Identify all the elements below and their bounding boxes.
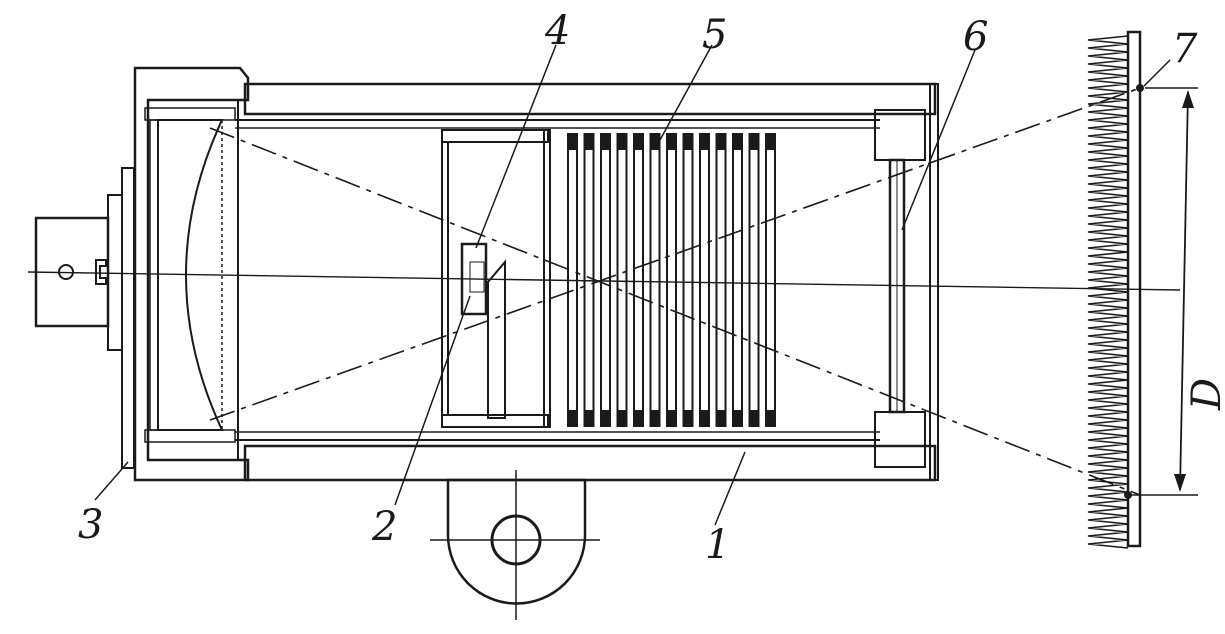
part-labels: 1 2 3 4 5 6 7 bbox=[78, 8, 1198, 568]
plate bbox=[732, 133, 743, 427]
label-5: 5 bbox=[702, 12, 727, 58]
label-7: 7 bbox=[1172, 26, 1198, 72]
plate-clip bbox=[583, 410, 595, 426]
end-cap-flange bbox=[107, 66, 250, 482]
plate bbox=[715, 133, 727, 427]
plate-clip bbox=[567, 134, 578, 150]
plate-clip bbox=[765, 134, 776, 150]
condenser-lens bbox=[144, 107, 236, 443]
label-6: 6 bbox=[963, 14, 988, 60]
plate-clip bbox=[666, 410, 677, 426]
plate-clip bbox=[616, 134, 628, 150]
leader-lines bbox=[94, 44, 1171, 526]
label-3: 3 bbox=[78, 502, 103, 548]
plate-clip bbox=[748, 134, 760, 150]
plate bbox=[765, 133, 776, 427]
plate-stack bbox=[567, 133, 776, 427]
plate bbox=[748, 133, 760, 427]
plate-clip bbox=[699, 410, 710, 426]
plate bbox=[583, 133, 595, 427]
dimension-d: D bbox=[1124, 84, 1225, 499]
plate-clip bbox=[633, 134, 644, 150]
label-1: 1 bbox=[705, 522, 730, 568]
plate-clip bbox=[682, 410, 694, 426]
plate bbox=[633, 133, 644, 427]
plate-clip bbox=[699, 134, 710, 150]
plate-clip bbox=[616, 410, 628, 426]
plate-clip bbox=[682, 134, 694, 150]
plate-clip bbox=[732, 134, 743, 150]
graduated-scale bbox=[1087, 30, 1142, 549]
pivot-mount bbox=[430, 470, 600, 620]
scale-teeth bbox=[1087, 35, 1129, 549]
plate bbox=[649, 133, 661, 427]
plate-clip bbox=[649, 134, 661, 150]
plate-clip bbox=[567, 410, 578, 426]
plate-clip bbox=[649, 410, 661, 426]
exit-window bbox=[874, 109, 926, 468]
label-4: 4 bbox=[544, 8, 570, 54]
plate-clip bbox=[748, 410, 760, 426]
plate bbox=[616, 133, 628, 427]
plate-clip bbox=[583, 134, 595, 150]
plate-clip bbox=[715, 410, 727, 426]
scale-teeth-path bbox=[1087, 35, 1129, 549]
plate-clip bbox=[732, 410, 743, 426]
plate-clip bbox=[666, 134, 677, 150]
plate bbox=[666, 133, 677, 427]
plate bbox=[699, 133, 710, 427]
plate-clip bbox=[715, 134, 727, 150]
plate bbox=[682, 133, 694, 427]
housing-tube bbox=[235, 82, 939, 482]
plate-clip bbox=[600, 410, 611, 426]
plate-clip bbox=[633, 410, 644, 426]
optical-rays bbox=[27, 87, 1181, 496]
dimension-d-label: D bbox=[1184, 378, 1225, 411]
plate-clip bbox=[600, 134, 611, 150]
label-2: 2 bbox=[371, 504, 397, 550]
plate-clip bbox=[765, 410, 776, 426]
